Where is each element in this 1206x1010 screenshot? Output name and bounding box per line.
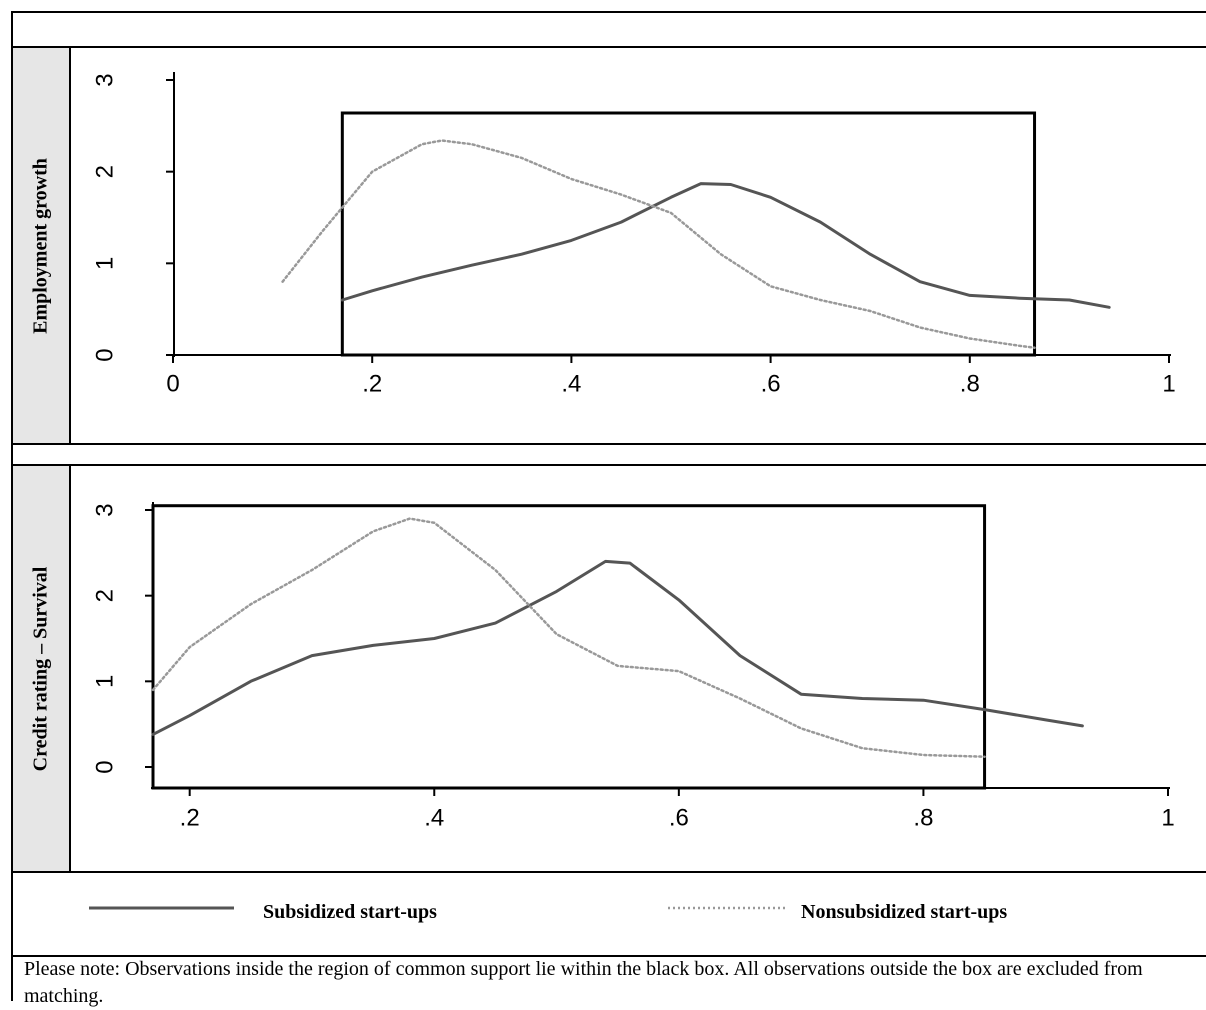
legend-subsidized-label: Subsidized start-ups — [263, 901, 437, 923]
x-tick-label: .8 — [913, 805, 933, 832]
panel1-ylabel-sidebar: Employment growth — [13, 48, 71, 443]
x-tick-label: .8 — [960, 371, 980, 398]
x-tick-label: .4 — [561, 371, 581, 398]
panel1-chart: 0 1 2 3 0 .2 .4 .6 .8 1 — [92, 72, 1176, 398]
y-tick-label: 0 — [92, 760, 119, 773]
y-tick-label: 0 — [92, 348, 119, 361]
panel2-plot-area: 0 1 2 3 .2 .4 .6 .8 1 — [73, 466, 1206, 871]
panel2-ylabel-sidebar: Credit rating – Survival — [13, 466, 71, 871]
legend-nonsubsidized-label: Nonsubsidized start-ups — [801, 901, 1008, 923]
series-line-nonsubsidized — [151, 517, 986, 758]
separator-note — [11, 955, 1206, 957]
figure-note: Please note: Observations inside the reg… — [24, 958, 1143, 1007]
x-tick-label: .6 — [761, 371, 781, 398]
separator-top-1 — [11, 46, 1206, 48]
panel2-chart: 0 1 2 3 .2 .4 .6 .8 1 — [92, 502, 1175, 832]
x-tick-label: 0 — [166, 371, 179, 398]
x-tick-label: .6 — [669, 805, 689, 832]
y-tick-label: 3 — [92, 73, 119, 86]
legend: Subsidized start-ups Nonsubsidized start… — [13, 873, 1206, 957]
x-tick-label: 1 — [1161, 805, 1174, 832]
y-tick-label: 3 — [92, 503, 119, 516]
series-line-subsidized — [151, 559, 1084, 736]
legend-solid-swatch — [89, 906, 234, 910]
series-line-nonsubsidized — [281, 139, 1036, 349]
separator-mid-2 — [11, 464, 1206, 466]
panel1-ylabel: Employment growth — [29, 157, 52, 334]
panel1-plot-area: 0 1 2 3 0 .2 .4 .6 .8 1 — [73, 48, 1206, 443]
separator-legend — [11, 871, 1206, 873]
legend-dotted-swatch — [668, 906, 788, 910]
y-tick-label: 1 — [92, 257, 119, 270]
series-line-subsidized — [340, 182, 1111, 309]
x-tick-label: 1 — [1162, 371, 1175, 398]
x-tick-label: .2 — [180, 805, 200, 832]
x-tick-label: .2 — [362, 371, 382, 398]
common-support-box — [151, 504, 987, 790]
x-tick-label: .4 — [424, 805, 444, 832]
y-tick-label: 2 — [92, 165, 119, 178]
panel2-ylabel: Credit rating – Survival — [29, 566, 52, 771]
common-support-box — [340, 111, 1037, 357]
y-tick-label: 1 — [92, 675, 119, 688]
separator-mid-1 — [11, 443, 1206, 445]
figure-frame — [11, 11, 1206, 1001]
y-tick-label: 2 — [92, 589, 119, 602]
